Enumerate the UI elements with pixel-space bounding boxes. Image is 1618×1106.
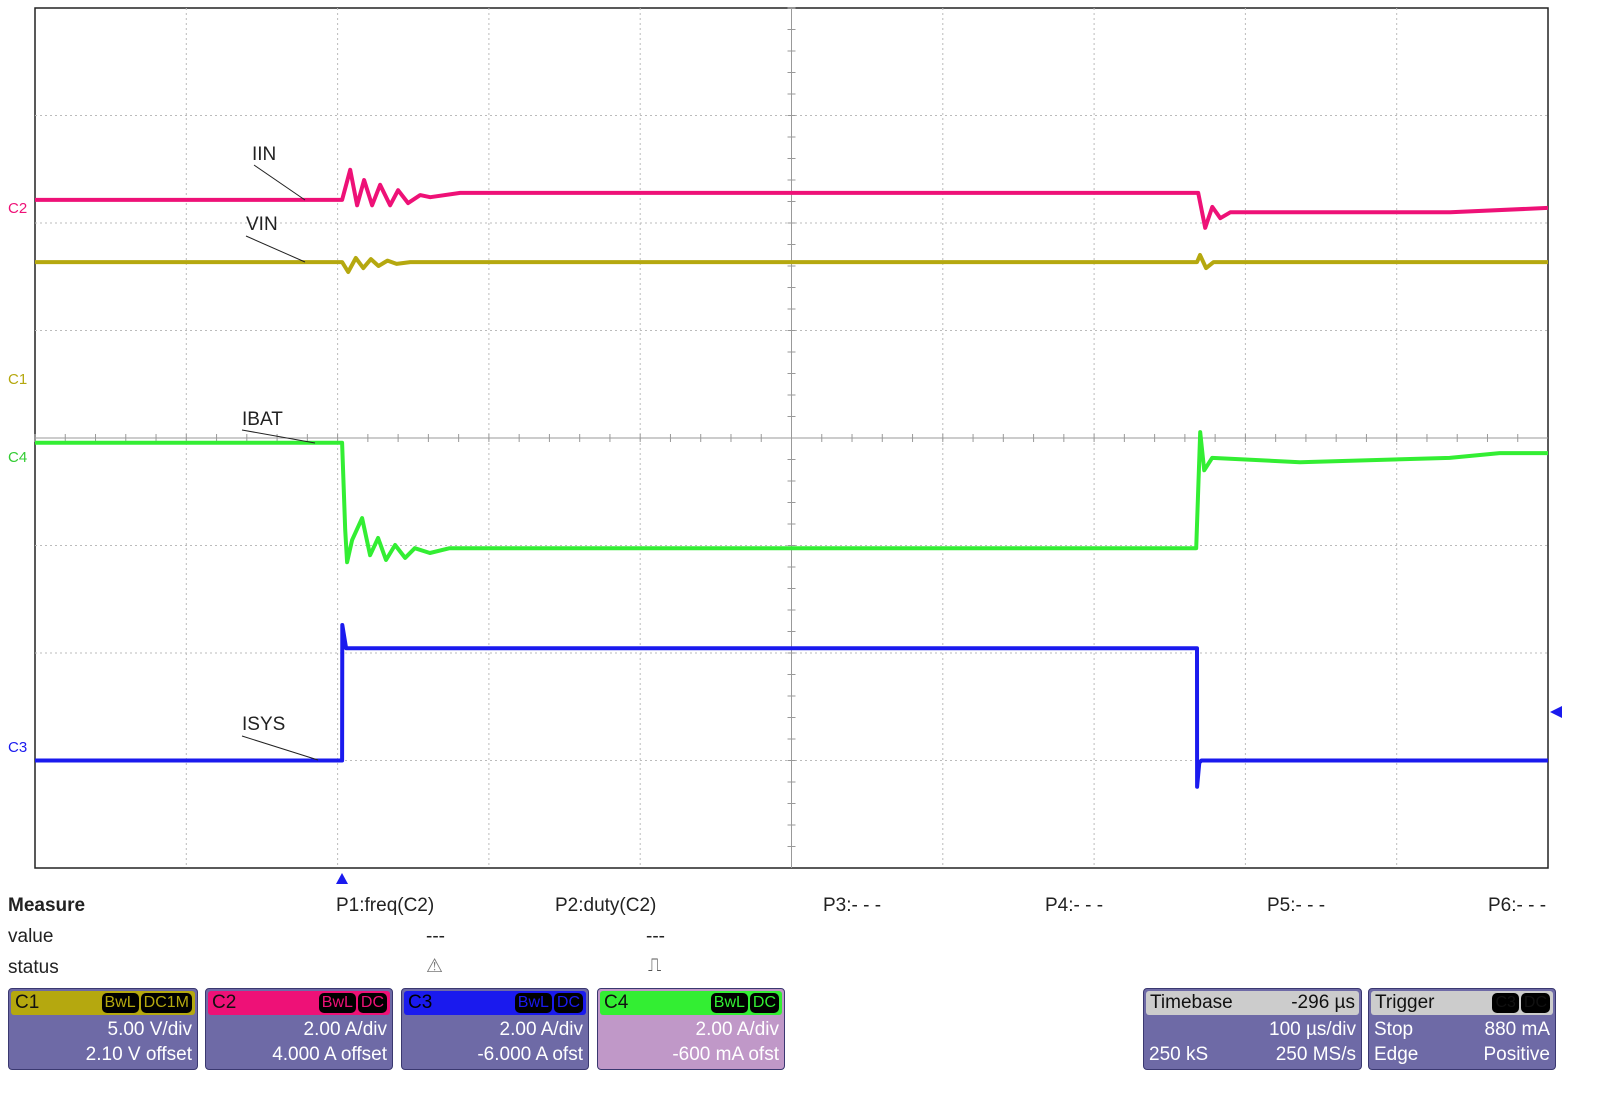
trigger-level: 880 mA xyxy=(1484,1019,1550,1040)
warning-icon: ⚠ xyxy=(426,956,444,977)
channel-name: C2 xyxy=(212,992,237,1013)
leader-iin xyxy=(253,164,306,201)
channel-panel-c1[interactable]: C1 BwL DC1M 5.00 V/div 2.10 V offset xyxy=(8,988,198,1070)
timebase-samples: 250 kS xyxy=(1149,1044,1209,1065)
channel-name: C4 xyxy=(604,992,629,1013)
bandwidth-badge: BwL xyxy=(710,993,748,1013)
channel-offset: -600 mA ofst xyxy=(672,1044,779,1065)
leader-vin xyxy=(245,235,306,263)
measure-status-label: status xyxy=(8,957,59,978)
trigger-level-arrow-icon[interactable] xyxy=(1550,706,1562,718)
trace-ibat xyxy=(35,430,1548,565)
channel-name: C1 xyxy=(15,992,40,1013)
channel-offset: 2.10 V offset xyxy=(85,1044,192,1065)
timebase-panel[interactable]: Timebase -296 µs 100 µs/div 250 kS 250 MS… xyxy=(1143,988,1362,1070)
channel-panel-c2[interactable]: C2 BwL DC 2.00 A/div 4.000 A offset xyxy=(205,988,393,1070)
pulse-icon: ⎍ xyxy=(648,955,662,976)
marker-c3[interactable]: C3 xyxy=(8,739,27,756)
trigger-slope: Positive xyxy=(1483,1044,1550,1065)
coupling-badge: DC xyxy=(357,993,387,1013)
param-p1-value: --- xyxy=(426,926,445,947)
trigger-type: Edge xyxy=(1374,1044,1419,1065)
timebase-label: Timebase xyxy=(1150,992,1233,1013)
param-p3[interactable]: P3:- - - xyxy=(823,895,882,916)
timebase-rate: 250 MS/s xyxy=(1275,1044,1356,1065)
bandwidth-badge: BwL xyxy=(318,993,356,1013)
graticule xyxy=(34,7,1549,869)
marker-c2[interactable]: C2 xyxy=(8,200,27,217)
trace-iin xyxy=(35,167,1549,230)
marker-c4[interactable]: C4 xyxy=(8,449,27,466)
volts-per-div: 2.00 A/div xyxy=(695,1019,779,1040)
trace-vin xyxy=(35,253,1548,274)
param-p2[interactable]: P2:duty(C2) xyxy=(555,895,657,916)
volts-per-div: 2.00 A/div xyxy=(499,1019,583,1040)
timebase-delay: -296 µs xyxy=(1291,992,1355,1013)
measure-title: Measure xyxy=(8,895,86,916)
volts-per-div: 2.00 A/div xyxy=(303,1019,387,1040)
leader-isys xyxy=(241,735,319,761)
leader-ibat xyxy=(241,429,316,444)
trigger-source: C3 xyxy=(1492,993,1519,1013)
scope-display: IIN VIN IBAT ISYS C2 C1 C4 C3 xyxy=(8,7,1562,884)
label-isys: ISYS xyxy=(242,714,285,735)
bandwidth-badge: BwL xyxy=(101,993,139,1013)
label-ibat: IBAT xyxy=(242,409,283,430)
measure-value-label: value xyxy=(8,926,54,947)
param-p4[interactable]: P4:- - - xyxy=(1045,895,1104,916)
coupling-badge: DC xyxy=(749,993,779,1013)
param-p2-value: --- xyxy=(646,926,665,947)
label-vin: VIN xyxy=(246,214,278,235)
param-p1[interactable]: P1:freq(C2) xyxy=(336,895,435,916)
timebase-tdiv: 100 µs/div xyxy=(1269,1019,1356,1040)
channel-offset: -6.000 A ofst xyxy=(477,1044,583,1065)
channel-panel-c3[interactable]: C3 BwL DC 2.00 A/div -6.000 A ofst xyxy=(401,988,589,1070)
channel-panel-c4[interactable]: C4 BwL DC 2.00 A/div -600 mA ofst xyxy=(597,988,785,1070)
trace-isys xyxy=(35,623,1548,789)
trigger-coupling: DC xyxy=(1520,993,1550,1013)
param-p5[interactable]: P5:- - - xyxy=(1267,895,1326,916)
coupling-badge: DC xyxy=(553,993,583,1013)
trigger-position-arrow-icon[interactable] xyxy=(336,873,348,884)
volts-per-div: 5.00 V/div xyxy=(107,1019,193,1040)
trigger-label: Trigger xyxy=(1375,992,1435,1013)
trigger-panel[interactable]: Trigger C3 DC Stop 880 mA Edge Positive xyxy=(1368,988,1556,1070)
bandwidth-badge: BwL xyxy=(514,993,552,1013)
trigger-mode: Stop xyxy=(1374,1019,1414,1040)
param-p6[interactable]: P6:- - - xyxy=(1488,895,1547,916)
label-iin: IIN xyxy=(252,144,276,165)
coupling-badge: DC1M xyxy=(140,993,192,1013)
channel-name: C3 xyxy=(408,992,433,1013)
channel-offset: 4.000 A offset xyxy=(272,1044,387,1065)
marker-c1[interactable]: C1 xyxy=(8,371,27,388)
